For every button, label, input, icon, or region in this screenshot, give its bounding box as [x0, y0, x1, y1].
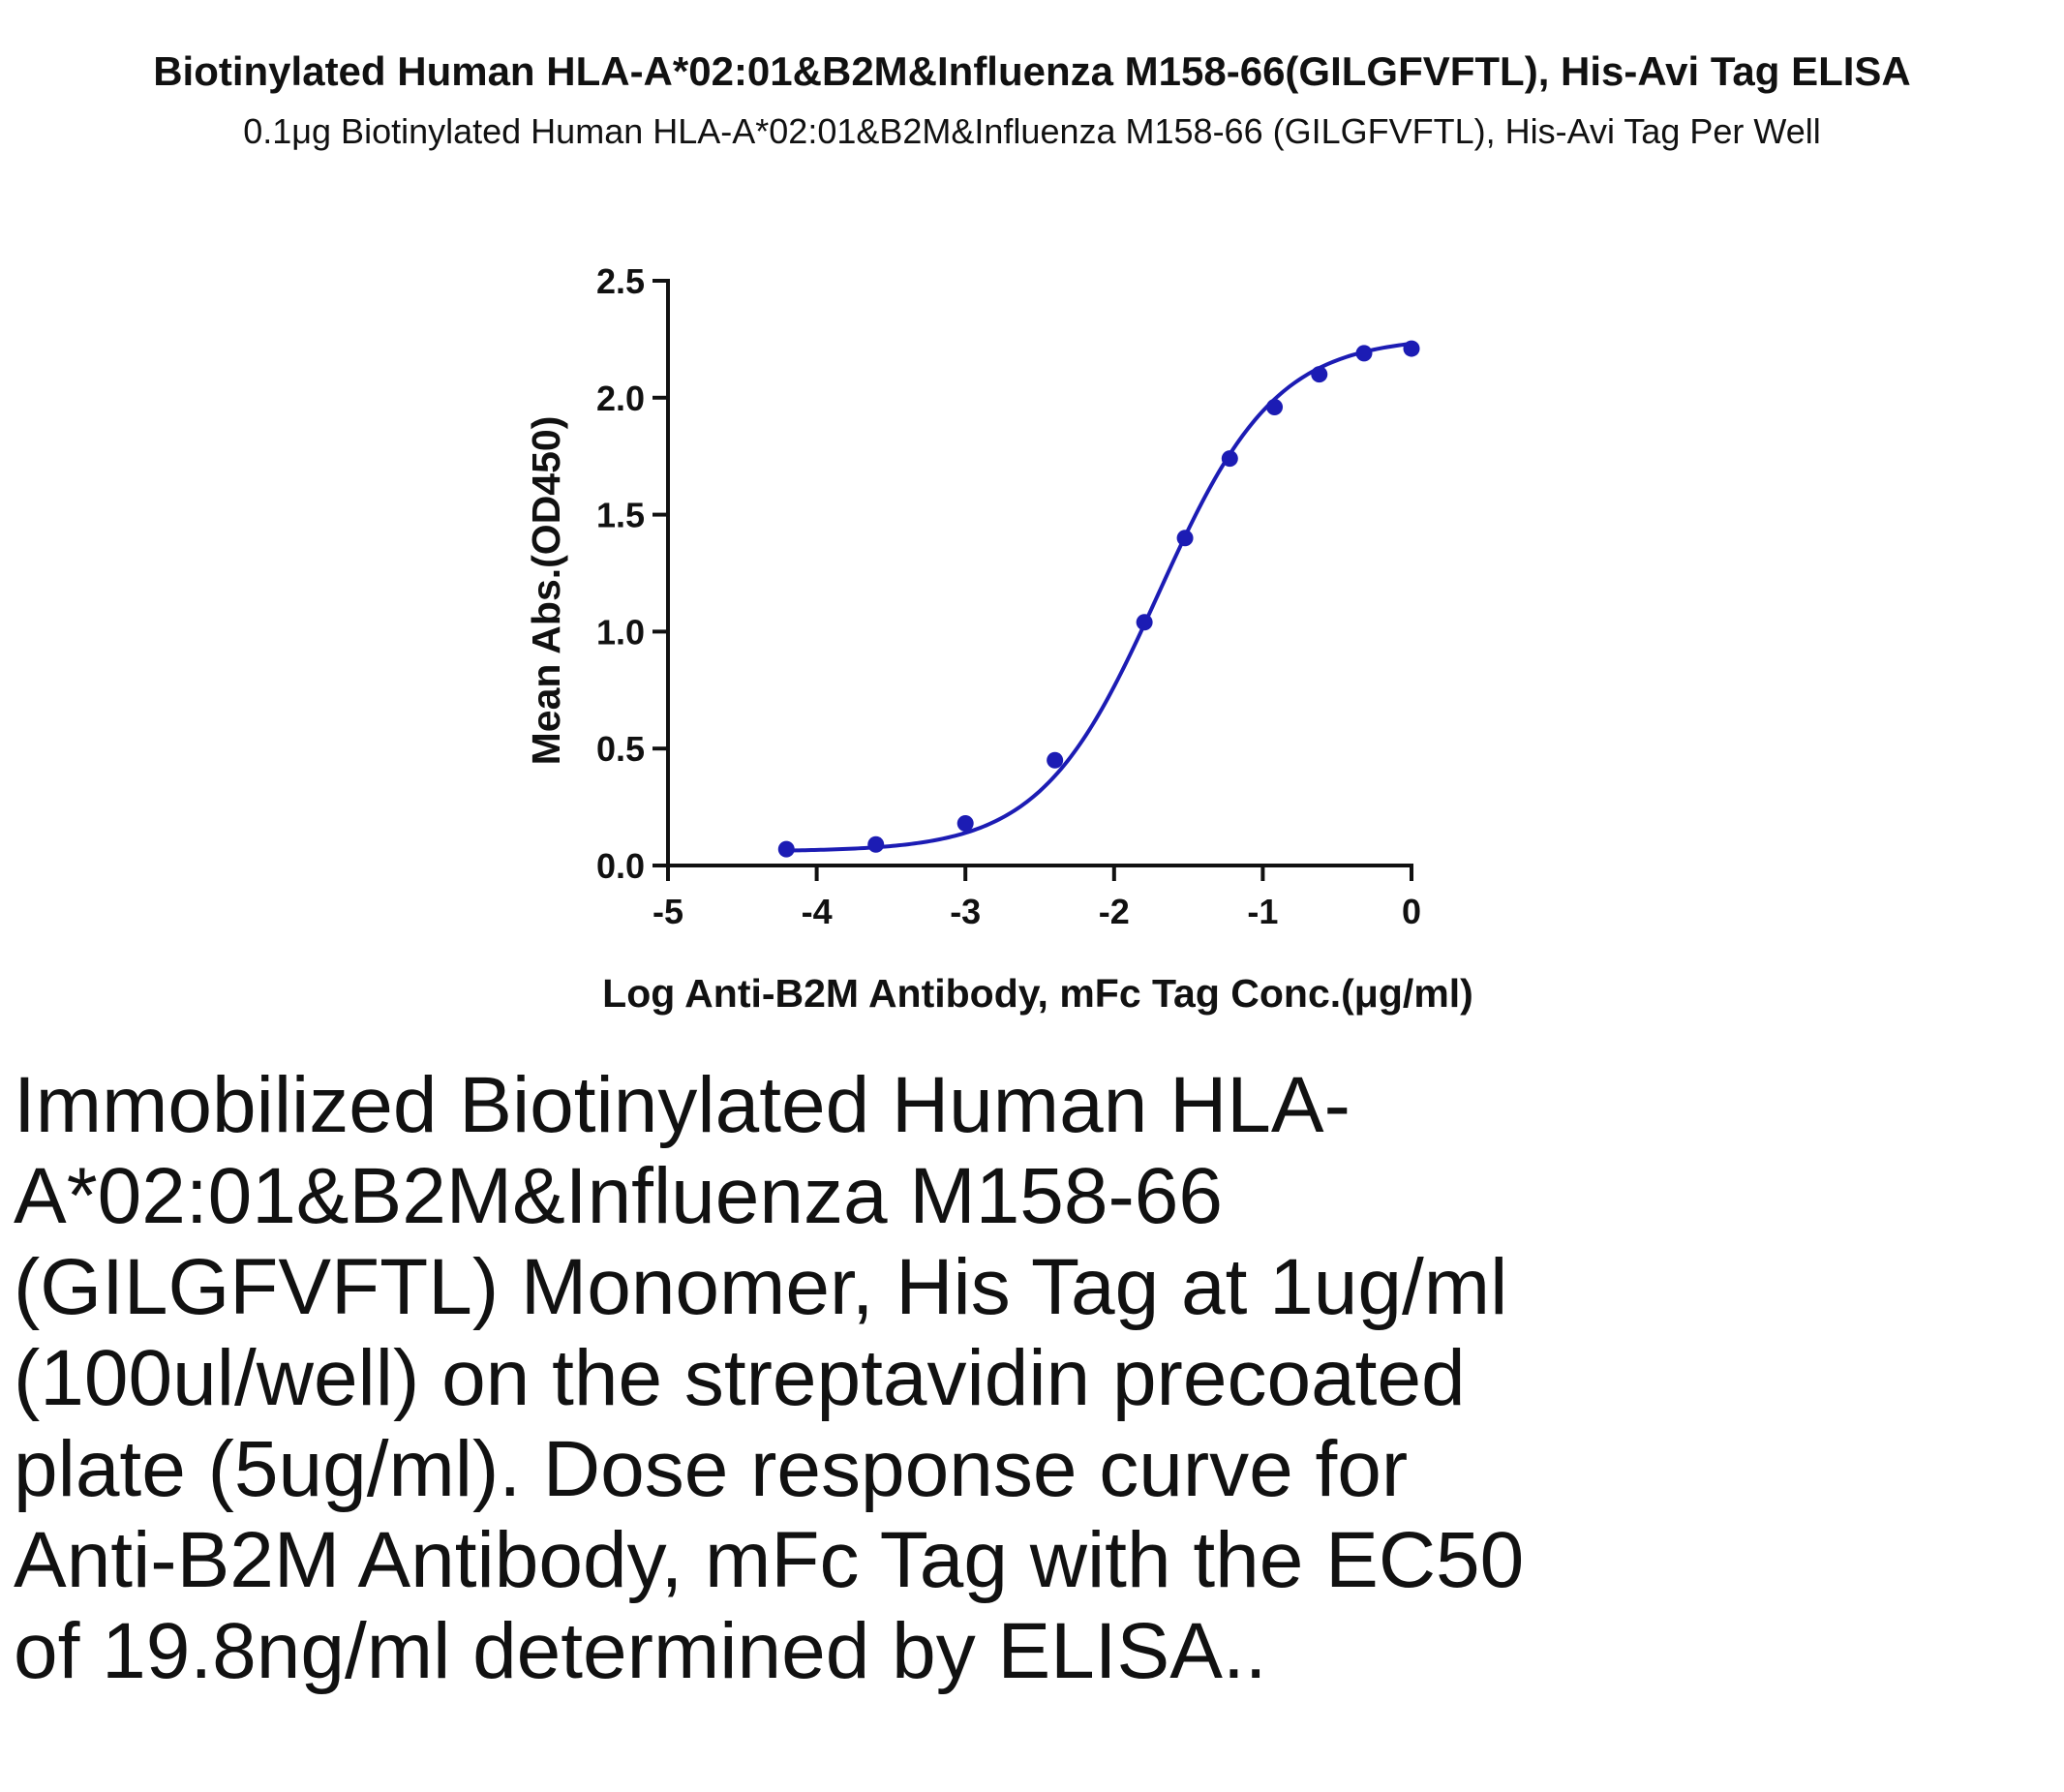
data-point — [1176, 530, 1194, 547]
data-point — [1266, 398, 1284, 415]
data-points — [777, 340, 1420, 858]
data-point — [1221, 450, 1238, 468]
elisa-chart: 0.0 0.5 1.0 1.5 2.0 2.5 -5 -4 -3 -2 -1 0 Log Anti-B… — [524, 261, 1473, 1016]
data-point — [777, 840, 795, 858]
x-tick-label: -4 — [802, 892, 833, 931]
chart-title: Biotinylated Human HLA-A*02:01&B2M&Influ… — [153, 48, 1911, 94]
data-point — [956, 815, 974, 833]
data-point — [1047, 751, 1064, 769]
fit-curve — [786, 342, 1412, 853]
y-tick-label: 2.0 — [596, 379, 645, 418]
data-point — [1311, 366, 1328, 383]
data-point — [1136, 614, 1153, 631]
data-point — [867, 835, 885, 853]
x-tick-label: -2 — [1099, 892, 1130, 931]
x-axis-label: Log Anti-B2M Antibody, mFc Tag Conc.(μg/… — [602, 971, 1473, 1016]
y-tick-label: 0.0 — [596, 846, 645, 886]
figure-caption: Immobilized Biotinylated Human HLA-A*02:… — [14, 1061, 1525, 1695]
x-tick-label: -1 — [1247, 892, 1278, 931]
chart-subtitle: 0.1μg Biotinylated Human HLA-A*02:01&B2M… — [243, 111, 1821, 151]
y-tick-label: 1.0 — [596, 612, 645, 652]
x-tick-label: 0 — [1402, 892, 1421, 931]
y-tick-label: 2.5 — [596, 261, 645, 301]
x-tick-label: -5 — [653, 892, 683, 931]
x-tick-label: -3 — [950, 892, 981, 931]
axes: 0.0 0.5 1.0 1.5 2.0 2.5 -5 -4 -3 -2 -1 0 — [596, 261, 1421, 931]
y-tick-label: 0.5 — [596, 729, 645, 769]
fit-curve-layer — [786, 342, 1412, 853]
y-axis-label: Mean Abs.(OD450) — [524, 416, 568, 766]
y-tick-label: 1.5 — [596, 496, 645, 535]
data-point — [1403, 340, 1420, 357]
data-point — [1355, 345, 1373, 362]
